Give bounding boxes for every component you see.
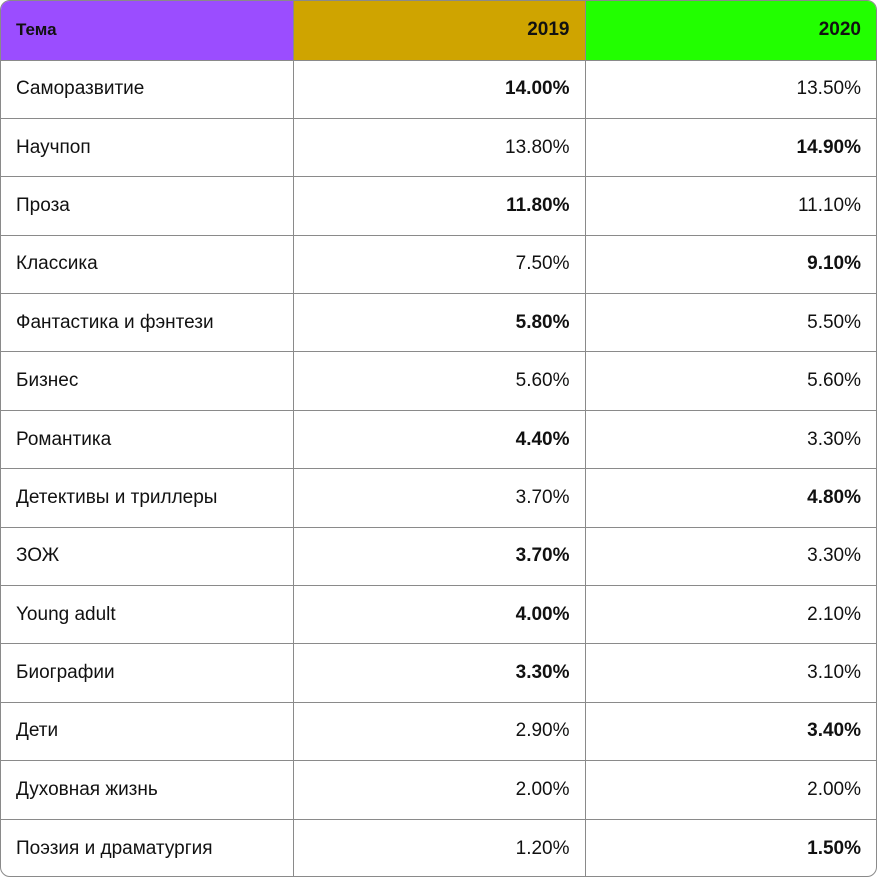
table-row: Классика 7.50% 9.10% xyxy=(1,235,876,295)
cell-2020: 13.50% xyxy=(585,60,876,119)
cell-topic: Young adult xyxy=(1,585,294,645)
cell-2020: 1.50% xyxy=(807,837,861,859)
table-row: Саморазвитие 14.00% 13.50% xyxy=(1,60,876,119)
table-row: Дети 2.90% 3.40% xyxy=(1,702,876,762)
table-row: Фантастика и фэнтези 5.80% 5.50% xyxy=(1,293,876,353)
header-2019: 2019 xyxy=(293,1,586,61)
cell-topic: Поэзия и драматургия xyxy=(1,819,294,876)
cell-2020: 5.60% xyxy=(585,351,876,411)
cell-topic: Романтика xyxy=(1,410,294,470)
table-row: Научпоп 13.80% 14.90% xyxy=(1,118,876,178)
cell-topic: Научпоп xyxy=(1,118,294,178)
header-topic: Тема xyxy=(1,1,294,61)
table-row: Романтика 4.40% 3.30% xyxy=(1,410,876,470)
cell-2019: 11.80% xyxy=(293,176,586,236)
cell-2019: 2.00% xyxy=(293,760,586,820)
table-row: Проза 11.80% 11.10% xyxy=(1,176,876,236)
cell-2019: 2.90% xyxy=(293,702,586,762)
cell-2020: 2.10% xyxy=(585,585,876,645)
cell-topic: Бизнес xyxy=(1,351,294,411)
cell-2020: 3.30% xyxy=(585,410,876,470)
table-row: ЗОЖ 3.70% 3.30% xyxy=(1,527,876,587)
cell-2019: 13.80% xyxy=(293,118,586,178)
cell-2020: 9.10% xyxy=(585,235,876,295)
cell-2019: 5.80% xyxy=(293,293,586,353)
table-row: Поэзия и драматургия 1.20% 1.50% xyxy=(1,819,876,876)
cell-2020: 3.30% xyxy=(585,527,876,587)
table-row: Духовная жизнь 2.00% 2.00% xyxy=(1,760,876,820)
cell-topic: Духовная жизнь xyxy=(1,760,294,820)
cell-2020: 3.10% xyxy=(585,643,876,703)
cell-2019: 3.70% xyxy=(293,468,586,528)
cell-2019: 1.20% xyxy=(293,819,586,876)
table-row: Биографии 3.30% 3.10% xyxy=(1,643,876,703)
cell-2019: 3.30% xyxy=(293,643,586,703)
cell-topic: Фантастика и фэнтези xyxy=(1,293,294,353)
table-row: Бизнес 5.60% 5.60% xyxy=(1,351,876,411)
header-row: Тема 2019 2020 xyxy=(1,1,876,61)
header-2020: 2020 xyxy=(585,1,876,61)
cell-2019: 3.70% xyxy=(293,527,586,587)
cell-2020: 4.80% xyxy=(585,468,876,528)
cell-topic: Проза xyxy=(1,176,294,236)
cell-2019: 7.50% xyxy=(293,235,586,295)
cell-topic: Классика xyxy=(1,235,294,295)
cell-topic: Саморазвитие xyxy=(1,60,294,119)
cell-2020: 5.50% xyxy=(585,293,876,353)
cell-2020: 11.10% xyxy=(585,176,876,236)
table-body: Саморазвитие 14.00% 13.50% Научпоп 13.80% 14.… xyxy=(1,60,876,876)
cell-2019: 5.60% xyxy=(293,351,586,411)
cell-2019: 4.00% xyxy=(293,585,586,645)
cell-2019: 14.00% xyxy=(293,60,586,119)
cell-2020: 2.00% xyxy=(585,760,876,820)
cell-2019: 4.40% xyxy=(293,410,586,470)
cell-2020: 14.90% xyxy=(585,118,876,178)
cell-topic: ЗОЖ xyxy=(1,527,294,587)
table-row: Young adult 4.00% 2.10% xyxy=(1,585,876,645)
cell-topic: Дети xyxy=(1,702,294,762)
table-row: Детективы и триллеры 3.70% 4.80% xyxy=(1,468,876,528)
cell-topic: Детективы и триллеры xyxy=(1,468,294,528)
cell-topic: Биографии xyxy=(1,643,294,703)
cell-2020: 3.40% xyxy=(585,702,876,762)
